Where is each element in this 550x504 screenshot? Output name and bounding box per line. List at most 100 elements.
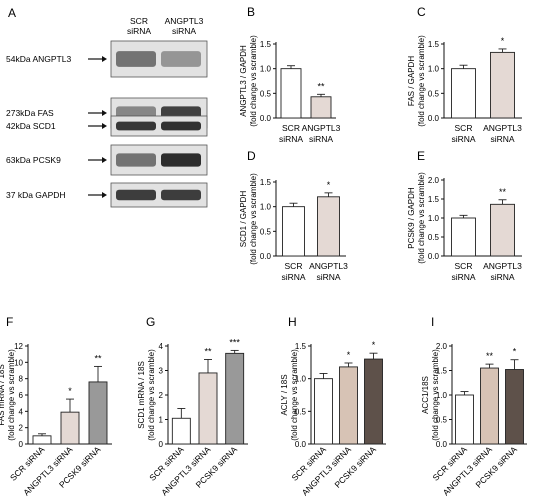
x-tick-label: SCR bbox=[455, 261, 473, 271]
bar bbox=[455, 394, 474, 445]
y-tick-label: 1.0 bbox=[436, 391, 448, 400]
chart-panel-d: D 0.0 0.5 1.0 1.5 SCD1 / GAPDH (fold change vs… bbox=[239, 149, 348, 282]
y-tick-label: 1.0 bbox=[295, 375, 307, 384]
bar bbox=[171, 417, 191, 445]
y-tick-label: 1.5 bbox=[428, 40, 440, 49]
y-tick-label: 0.5 bbox=[428, 89, 440, 98]
x-tick-label: siRNA bbox=[309, 134, 333, 144]
y-tick-label: 6 bbox=[19, 391, 24, 400]
y-axis-label: ACLY / 18S bbox=[280, 374, 289, 415]
panel-letter: C bbox=[417, 5, 426, 19]
blot-row-label: 42kDa SCD1 bbox=[6, 121, 56, 131]
bar bbox=[490, 51, 515, 119]
x-tick-label: siRNA bbox=[316, 272, 340, 282]
panel-letter: H bbox=[288, 315, 297, 329]
panel-letter-a: A bbox=[8, 6, 16, 20]
lane-header-2-line1: ANGPTL3 bbox=[165, 16, 204, 26]
blot-band bbox=[116, 51, 156, 67]
significance-marker: * bbox=[501, 36, 505, 46]
y-tick-label: 1.5 bbox=[260, 40, 272, 49]
blot-arrow-head bbox=[102, 56, 107, 62]
y-tick-label: 0.0 bbox=[295, 440, 307, 449]
lane-header-2-line2: siRNA bbox=[172, 26, 196, 36]
x-tick-label: ANGPTL3 bbox=[309, 261, 348, 271]
bar bbox=[317, 196, 340, 257]
blot-band bbox=[161, 153, 201, 167]
y-tick-label: 0.0 bbox=[428, 252, 440, 261]
y-axis-label: (fold change vs scramble) bbox=[431, 349, 440, 441]
y-axis-label: (fold change vs scramble) bbox=[249, 35, 258, 127]
x-tick-label: siRNA bbox=[451, 272, 475, 282]
x-tick-label: SCR bbox=[282, 123, 300, 133]
y-tick-label: 0.5 bbox=[295, 407, 307, 416]
y-axis-label: SCD1 / GAPDH bbox=[239, 191, 248, 248]
blot-arrow-head bbox=[102, 123, 107, 129]
y-axis-label: FAS / GAPDH bbox=[407, 56, 416, 106]
chart-panel-e: E 0.0 0.5 1.0 1.5 2.0 PCSK9 / GAPDH (fold chang… bbox=[407, 149, 522, 282]
x-tick-label: siRNA bbox=[451, 134, 475, 144]
y-tick-label: 12 bbox=[14, 342, 23, 351]
significance-marker: ** bbox=[486, 351, 494, 361]
y-tick-label: 1.0 bbox=[260, 65, 272, 74]
chart-panel-c: C 0.0 0.5 1.0 1.5 FAS / GAPDH (fold change vs … bbox=[407, 5, 522, 144]
bar bbox=[225, 352, 245, 445]
bar bbox=[198, 372, 218, 445]
y-tick-label: 1.5 bbox=[428, 195, 440, 204]
bar bbox=[314, 378, 333, 445]
y-axis-label: (fold change vs scramble) bbox=[290, 349, 299, 441]
y-axis-label: PCSK9 / GAPDH bbox=[407, 187, 416, 249]
y-tick-label: 0.0 bbox=[260, 252, 272, 261]
bar bbox=[88, 381, 108, 445]
y-tick-label: 0.0 bbox=[436, 440, 448, 449]
x-tick-label: ANGPTL3 bbox=[483, 123, 522, 133]
y-tick-label: 0.5 bbox=[260, 227, 272, 236]
y-tick-label: 2 bbox=[19, 424, 24, 433]
panel-letter: G bbox=[146, 315, 155, 329]
panel-a-western-blot: A SCR siRNA ANGPTL3 siRNA 54kDa ANGPTL3 2… bbox=[6, 6, 208, 208]
blot-row-label: 273kDa FAS bbox=[6, 108, 54, 118]
blot-band bbox=[161, 51, 201, 67]
y-tick-label: 4 bbox=[159, 342, 164, 351]
y-tick-label: 2 bbox=[159, 391, 164, 400]
bar bbox=[490, 203, 515, 257]
blot-band bbox=[116, 121, 156, 131]
panel-letter: E bbox=[417, 149, 425, 163]
y-tick-label: 0 bbox=[19, 440, 24, 449]
significance-marker: ** bbox=[204, 346, 212, 356]
significance-marker: * bbox=[347, 350, 351, 360]
y-tick-label: 1.0 bbox=[260, 203, 272, 212]
significance-marker: * bbox=[327, 180, 331, 190]
y-tick-label: 0.0 bbox=[260, 114, 272, 123]
bar bbox=[280, 68, 302, 119]
x-tick-label: siRNA bbox=[281, 272, 305, 282]
y-axis-label: (fold change vs scramble) bbox=[147, 349, 156, 441]
significance-marker: * bbox=[68, 386, 72, 396]
blot-membrane bbox=[110, 115, 208, 137]
blot-row: 54kDa ANGPTL3 bbox=[6, 40, 208, 78]
blot-arrow-head bbox=[102, 157, 107, 163]
y-tick-label: 0.5 bbox=[436, 416, 448, 425]
panel-letter: F bbox=[6, 315, 13, 329]
blot-arrow-head bbox=[102, 110, 107, 116]
x-tick-label: siRNA bbox=[279, 134, 303, 144]
blot-band bbox=[116, 153, 156, 167]
bar bbox=[282, 206, 305, 257]
significance-marker: *** bbox=[229, 337, 240, 347]
x-tick-label: siRNA bbox=[490, 134, 514, 144]
bar bbox=[480, 367, 499, 445]
blot-arrow-head bbox=[102, 192, 107, 198]
y-tick-label: 1.5 bbox=[295, 342, 307, 351]
bar bbox=[60, 411, 80, 445]
blot-band bbox=[161, 189, 201, 201]
y-axis-label: (fold change vs scramble) bbox=[417, 35, 426, 127]
bar bbox=[451, 217, 476, 257]
bar bbox=[364, 358, 383, 445]
blot-row: 63kDa PCSK9 bbox=[6, 144, 208, 176]
significance-marker: * bbox=[372, 340, 376, 350]
y-axis-label: FAS mRNA / 18S bbox=[0, 364, 6, 425]
y-axis-label: (fold change vs scramble) bbox=[7, 349, 16, 441]
y-tick-label: 4 bbox=[19, 407, 24, 416]
x-tick-label: SCR bbox=[455, 123, 473, 133]
chart-panel-b: B 0.0 0.5 1.0 1.5 ANGPTL3 / GAPDH (fold change… bbox=[239, 5, 341, 144]
y-tick-label: 3 bbox=[159, 367, 164, 376]
